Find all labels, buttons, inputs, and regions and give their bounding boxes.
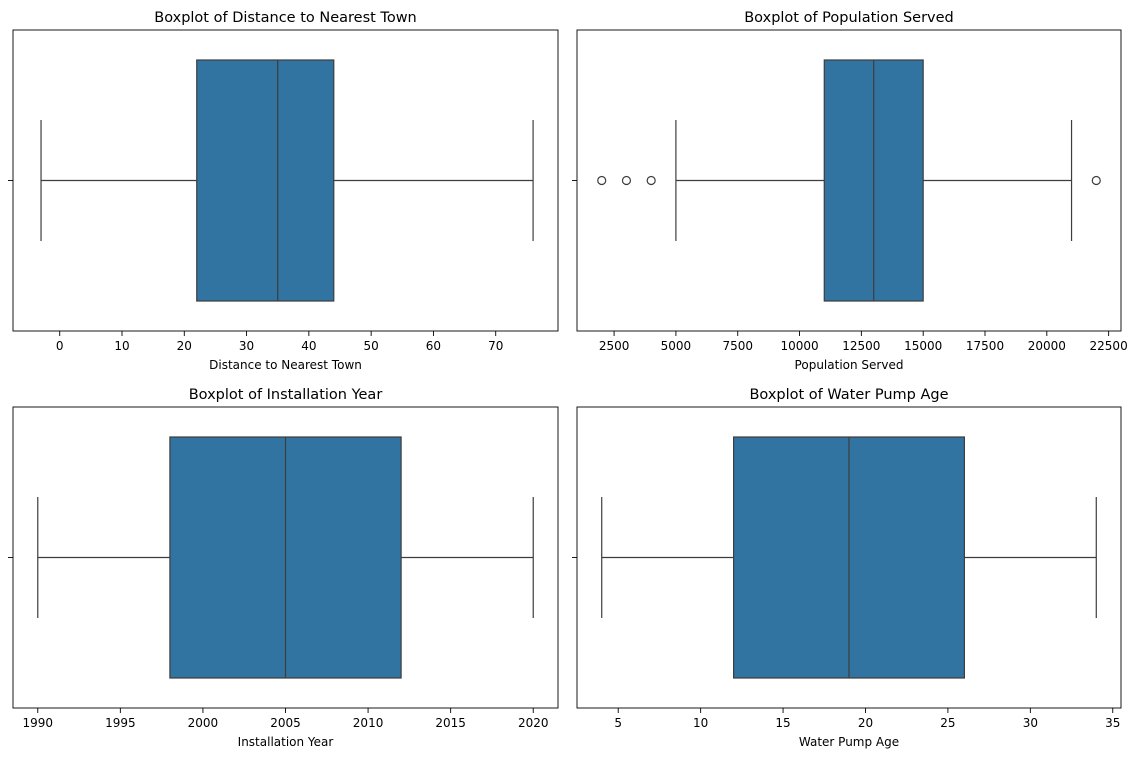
x-tick-label: 40 — [301, 339, 316, 353]
x-tick-label: 2015 — [435, 716, 466, 730]
x-tick-label: 17500 — [966, 339, 1004, 353]
x-tick-label: 15 — [775, 716, 790, 730]
x-axis-label: Water Pump Age — [799, 735, 899, 749]
outlier-point — [646, 175, 656, 186]
chart-title: Boxplot of Distance to Nearest Town — [154, 10, 417, 26]
chart-title: Boxplot of Population Served — [744, 10, 954, 26]
x-tick-label: 70 — [488, 339, 503, 353]
x-tick-label: 2000 — [188, 716, 219, 730]
x-tick-label: 0 — [56, 339, 64, 353]
x-tick-label: 1990 — [22, 716, 53, 730]
x-axis-label: Population Served — [795, 358, 904, 372]
x-tick-label: 1995 — [105, 716, 136, 730]
x-tick-label: 25 — [940, 716, 955, 730]
outlier-point — [597, 175, 607, 186]
outlier-point — [621, 175, 632, 186]
x-tick-label: 22500 — [1090, 339, 1128, 353]
x-tick-label: 2005 — [270, 716, 301, 730]
x-tick-label: 2500 — [599, 339, 630, 353]
box-iqr — [196, 59, 335, 302]
subplot-1: Boxplot of Distance to Nearest Town 0 10 20… — [8, 10, 559, 372]
x-tick-label: 12500 — [842, 339, 880, 353]
x-tick-label: 5000 — [661, 339, 692, 353]
subplot-4: Boxplot of Water Pump Age 5 10 15 20 25 30 35 Wa… — [572, 387, 1122, 749]
x-tick-label: 7500 — [722, 339, 753, 353]
x-tick-label: 10000 — [780, 339, 818, 353]
x-tick-label: 50 — [364, 339, 379, 353]
x-tick-label: 10 — [693, 716, 708, 730]
x-tick-label: 2010 — [353, 716, 384, 730]
x-tick-label: 30 — [239, 339, 254, 353]
chart-title: Boxplot of Installation Year — [189, 387, 383, 403]
x-tick-label: 10 — [114, 339, 129, 353]
x-tick-label: 30 — [1023, 716, 1038, 730]
x-tick-label: 15000 — [904, 339, 942, 353]
x-axis-label: Installation Year — [238, 735, 334, 749]
x-tick-label: 20000 — [1028, 339, 1066, 353]
outlier-point — [1091, 175, 1101, 186]
chart-title: Boxplot of Water Pump Age — [749, 387, 948, 403]
x-tick-label: 5 — [614, 716, 622, 730]
subplot-2: Boxplot of Population Served 2500 5000 7500… — [572, 10, 1128, 372]
subplot-3: Boxplot of Installation Year 1990 1995 2000… — [8, 387, 559, 749]
x-tick-label: 35 — [1105, 716, 1120, 730]
x-tick-label: 60 — [426, 339, 441, 353]
x-tick-label: 20 — [177, 339, 192, 353]
x-tick-label: 20 — [858, 716, 873, 730]
x-tick-label: 2020 — [518, 716, 549, 730]
x-axis-label: Distance to Nearest Town — [209, 358, 362, 372]
